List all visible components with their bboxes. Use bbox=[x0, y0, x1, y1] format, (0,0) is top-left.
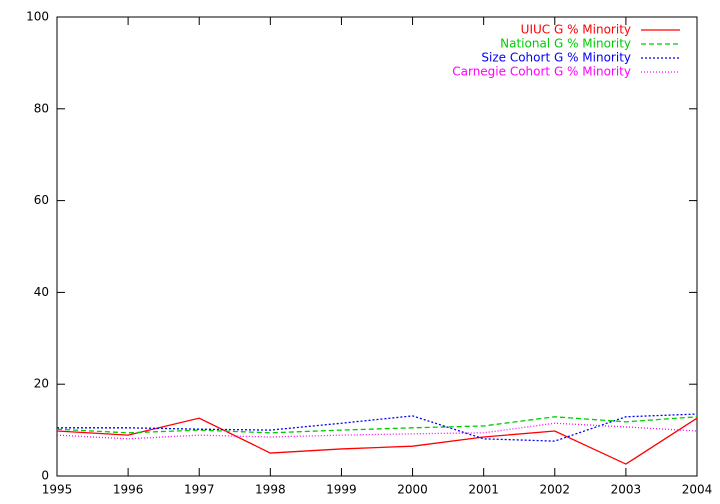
y-tick-label: 0 bbox=[41, 469, 49, 483]
data-line bbox=[56, 416, 698, 434]
data-line bbox=[56, 417, 698, 465]
y-tick-label: 20 bbox=[34, 377, 49, 391]
x-tick-label: 1996 bbox=[113, 483, 144, 497]
y-tick-label: 60 bbox=[34, 193, 49, 207]
x-tick-label: 2000 bbox=[397, 483, 428, 497]
x-tick-label: 2001 bbox=[468, 483, 499, 497]
legend-label: Size Cohort G % Minority bbox=[481, 51, 631, 65]
y-tick-label: 100 bbox=[26, 10, 49, 24]
x-tick-label: 1995 bbox=[42, 483, 73, 497]
y-tick-label: 40 bbox=[34, 285, 49, 299]
legend-label: National G % Minority bbox=[500, 37, 631, 51]
data-line bbox=[56, 422, 698, 440]
x-tick-label: 2002 bbox=[540, 483, 571, 497]
x-tick-label: 1998 bbox=[255, 483, 286, 497]
legend-label: UIUC G % Minority bbox=[521, 23, 631, 37]
y-tick-label: 80 bbox=[34, 101, 49, 115]
plot-frame bbox=[56, 16, 698, 477]
x-tick-label: 1997 bbox=[184, 483, 215, 497]
x-tick-label: 1999 bbox=[326, 483, 357, 497]
x-tick-label: 2003 bbox=[611, 483, 642, 497]
x-tick-label: 2004 bbox=[682, 483, 713, 497]
legend-label: Carnegie Cohort G % Minority bbox=[452, 65, 631, 79]
data-line bbox=[57, 413, 698, 442]
